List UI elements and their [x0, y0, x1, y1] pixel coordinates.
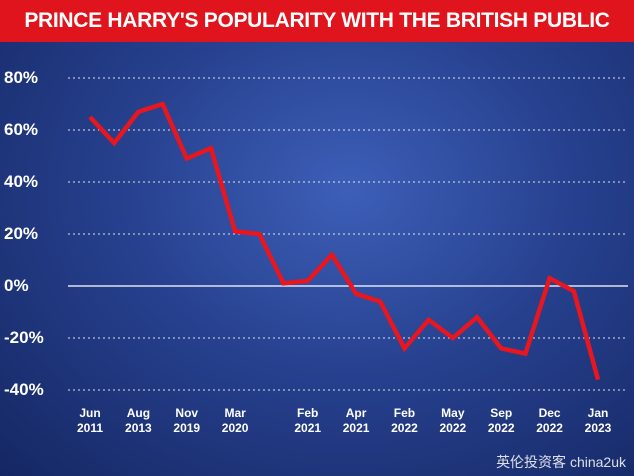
x-tick-label: Jan 2023: [584, 406, 612, 435]
y-tick-label: 60%: [4, 120, 39, 139]
watermark: 英伦投资客 chinа2uk: [496, 454, 626, 470]
y-tick-label: 20%: [4, 224, 39, 243]
y-tick-label: 80%: [4, 68, 39, 87]
x-tick-label: Sep 2022: [487, 406, 515, 435]
y-tick-label: -40%: [4, 380, 44, 399]
x-tick-label: Dec 2022: [536, 406, 563, 435]
y-tick-label: 0%: [4, 276, 29, 295]
x-tick-label: Apr 2021: [342, 406, 370, 435]
x-tick-label: Feb 2022: [391, 406, 418, 435]
data-line: [88, 101, 601, 381]
x-tick-label: May 2022: [439, 406, 467, 435]
x-tick-label: Mar 2020: [221, 406, 249, 435]
x-tick-label: Feb 2021: [294, 406, 322, 435]
x-tick-label: Jun 2011: [76, 406, 104, 435]
chart-title: PRINCE HARRY'S POPULARITY WITH THE BRITI…: [0, 0, 634, 42]
x-tick-label: Nov 2019: [173, 406, 201, 435]
y-tick-label: 40%: [4, 172, 39, 191]
y-tick-label: -20%: [4, 328, 44, 347]
x-tick-label: Aug 2013: [125, 406, 152, 435]
